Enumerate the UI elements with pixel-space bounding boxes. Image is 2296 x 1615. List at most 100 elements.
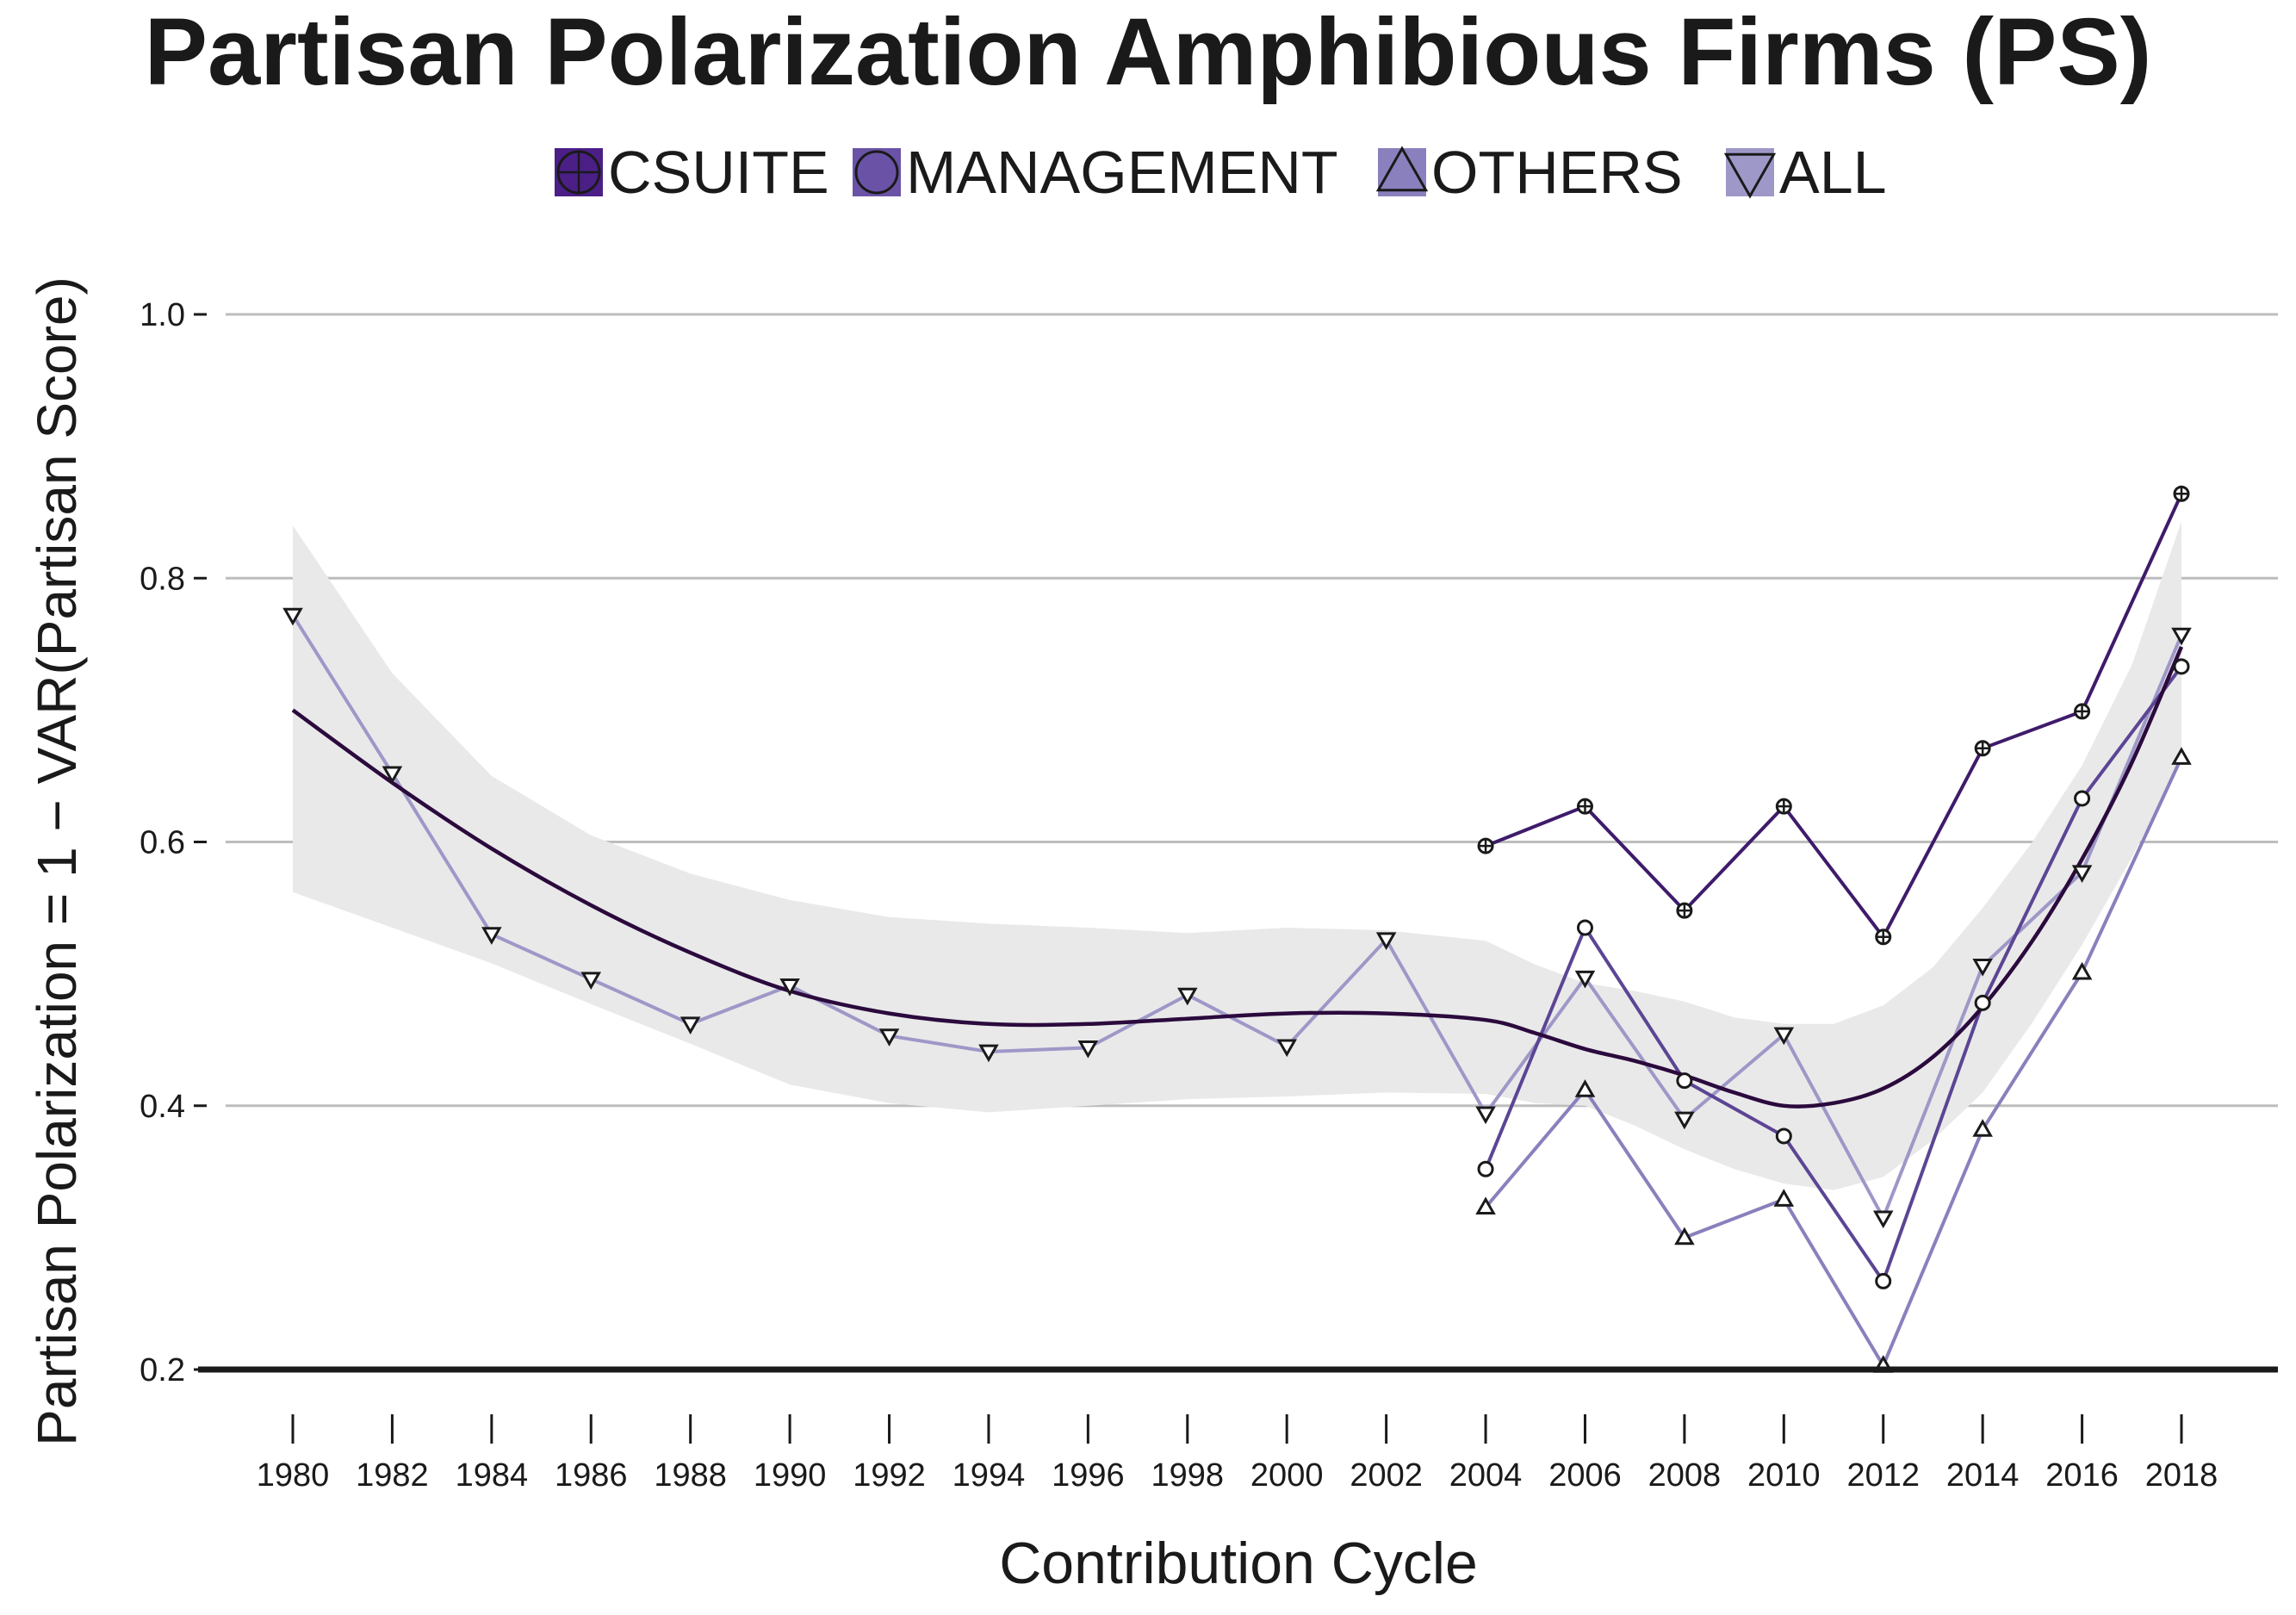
y-tick-label: 0.6 xyxy=(140,825,185,861)
data-point-all xyxy=(382,766,403,785)
marker-triangle-up xyxy=(1972,1119,1993,1137)
marker-circle xyxy=(1576,919,1593,936)
data-point-all xyxy=(1972,959,1993,977)
data-point-all xyxy=(779,978,800,997)
data-point-all xyxy=(1276,1039,1297,1058)
legend-label: ALL xyxy=(1779,139,1887,206)
data-point-all xyxy=(282,607,303,626)
data-point-others xyxy=(2171,747,2192,765)
legend-label: CSUITE xyxy=(608,139,829,206)
x-tick-label: 1984 xyxy=(456,1457,529,1494)
marker-triangle-down xyxy=(1773,1027,1795,1046)
marker-triangle-down xyxy=(580,972,602,990)
marker-triangle-down xyxy=(679,1016,701,1035)
legend-label: MANAGEMENT xyxy=(906,139,1338,206)
data-point-others xyxy=(1674,1227,1695,1245)
data-point-all xyxy=(1674,1111,1695,1130)
marker-triangle-down xyxy=(1723,152,1777,199)
data-point-all xyxy=(679,1016,701,1035)
data-point-management xyxy=(2074,790,2091,807)
legend-item-all: ALL xyxy=(1723,139,1887,206)
marker-triangle-down xyxy=(1674,1111,1695,1130)
data-point-management xyxy=(1875,1272,1892,1289)
data-point-all xyxy=(481,927,502,945)
data-point-all xyxy=(2171,627,2192,646)
x-tick-label: 2006 xyxy=(1548,1457,1622,1494)
x-tick-label: 2012 xyxy=(1846,1457,1920,1494)
legend-marker xyxy=(854,150,899,195)
x-tick-label: 1980 xyxy=(257,1457,330,1494)
data-point-all xyxy=(978,1044,999,1063)
x-tick-label: 2002 xyxy=(1350,1457,1423,1494)
marker-triangle-up xyxy=(1475,1196,1496,1215)
x-tick-label: 1996 xyxy=(1052,1457,1125,1494)
series-line-all xyxy=(291,614,2183,1222)
legend-marker xyxy=(1375,146,1429,192)
y-tick-label: 0.4 xyxy=(140,1089,185,1125)
y-axis: 0.2 0.4 0.6 0.8 1.0 xyxy=(140,297,2278,1388)
marker-triangle-up xyxy=(2171,747,2192,765)
x-tick-label: 2000 xyxy=(1250,1457,1324,1494)
y-tick-label: 0.2 xyxy=(140,1352,185,1388)
series-line-csuite xyxy=(1485,493,2183,941)
marker-circle xyxy=(1477,1160,1494,1177)
data-point-all xyxy=(2071,865,2093,883)
marker-triangle-down xyxy=(978,1044,999,1063)
marker-triangle-down xyxy=(382,766,403,785)
x-tick-label: 2018 xyxy=(2145,1457,2218,1494)
x-tick-label: 1990 xyxy=(754,1457,827,1494)
data-point-all xyxy=(1872,1210,1894,1229)
confidence-band xyxy=(293,521,2181,1190)
marker-triangle-down xyxy=(878,1028,900,1047)
data-point-all xyxy=(1475,1106,1496,1125)
marker-circle xyxy=(1974,994,1991,1011)
data-point-all xyxy=(1077,1040,1099,1059)
marker-triangle-down xyxy=(1077,1040,1099,1059)
data-point-csuite xyxy=(1875,929,1892,946)
x-tick-label: 1986 xyxy=(555,1457,628,1494)
legend-label: OTHERS xyxy=(1431,139,1683,206)
x-tick-label: 1982 xyxy=(356,1457,429,1494)
series-line-others xyxy=(1484,756,2183,1370)
data-point-management xyxy=(1576,919,1593,936)
marker-triangle-down xyxy=(282,607,303,626)
marker-triangle-down xyxy=(1872,1210,1894,1229)
x-tick-label: 2014 xyxy=(1946,1457,2020,1494)
marker-triangle-up xyxy=(2071,961,2093,980)
data-point-management xyxy=(1477,1160,1494,1177)
data-point-others xyxy=(1773,1189,1795,1207)
data-point-csuite xyxy=(1974,740,1991,757)
data-point-others xyxy=(1574,1079,1596,1097)
legend-item-management: MANAGEMENT xyxy=(853,139,1338,206)
data-point-others xyxy=(2071,961,2093,980)
legend-marker xyxy=(556,150,601,195)
marker-triangle-up xyxy=(1674,1227,1695,1245)
data-point-others xyxy=(1972,1119,1993,1137)
marker-triangle-down xyxy=(2071,865,2093,883)
marker-circle xyxy=(1875,1272,1892,1289)
x-tick-label: 1992 xyxy=(853,1457,926,1494)
data-point-management xyxy=(1775,1127,1792,1145)
series-lines xyxy=(291,493,2183,1370)
legend-swatch xyxy=(1378,148,1426,196)
marker-triangle-up xyxy=(1574,1079,1596,1097)
data-point-all xyxy=(1574,970,1596,989)
marker-triangle-down xyxy=(1972,959,1993,977)
marker-triangle-down xyxy=(1475,1106,1496,1125)
x-axis-title: Contribution Cycle xyxy=(999,1531,1478,1596)
data-point-csuite xyxy=(1676,902,1693,919)
data-point-all xyxy=(580,972,602,990)
x-axis: 1980 1982 1984 1986 1988 1990 1992 1994 1996 1998… xyxy=(257,1414,2218,1494)
marker-circle xyxy=(2074,790,2091,807)
x-tick-label: 1994 xyxy=(953,1457,1026,1494)
x-tick-label: 2010 xyxy=(1747,1457,1821,1494)
legend-swatch xyxy=(853,148,901,196)
x-tick-label: 1998 xyxy=(1151,1457,1225,1494)
data-point-others xyxy=(1475,1196,1496,1215)
data-point-all xyxy=(1177,987,1198,1006)
marker-triangle-down xyxy=(1177,987,1198,1006)
marker-circle xyxy=(1676,1072,1693,1090)
marker-triangle-up xyxy=(1773,1189,1795,1207)
chart-title: Partisan Polarization Amphibious Firms (… xyxy=(145,0,2152,105)
